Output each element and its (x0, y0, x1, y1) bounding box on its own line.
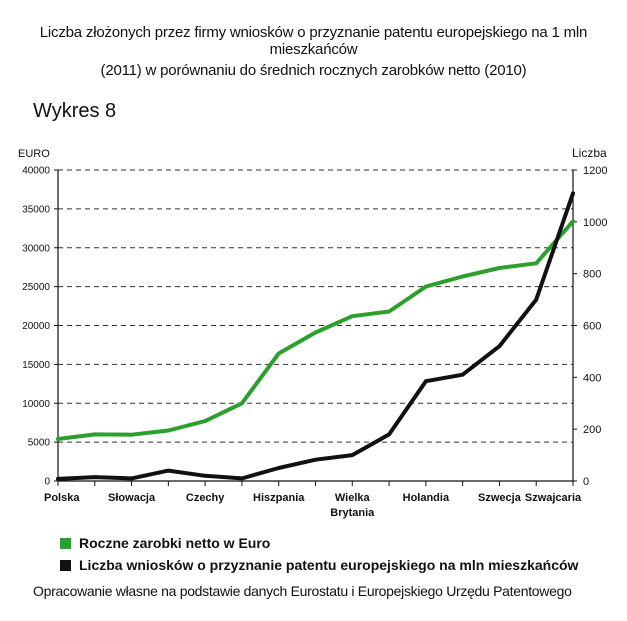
left-tick-label: 40000 (22, 166, 50, 177)
data-point-earnings (92, 432, 97, 437)
series-line-earnings (56, 219, 575, 441)
data-point-earnings (534, 261, 539, 266)
source-note: Opracowanie własne na podstawie danych E… (33, 583, 572, 599)
right-tick-label: 800 (583, 269, 601, 281)
data-point-earnings (240, 401, 244, 406)
left-tick-label: 35000 (22, 204, 50, 215)
right-tick-label: 600 (583, 321, 601, 333)
x-tick-label: Wielka (335, 492, 371, 504)
data-point-patents (92, 475, 97, 479)
data-point-patents (424, 379, 428, 384)
x-tick-label: Brytania (330, 507, 375, 519)
data-point-earnings (313, 330, 318, 335)
left-tick-label: 20000 (22, 321, 50, 332)
data-point-earnings (129, 432, 134, 437)
data-point-patents (350, 453, 355, 457)
x-tick-label: Szwajcaria (525, 492, 582, 504)
data-point-patents (166, 468, 171, 473)
right-tick-label: 1200 (583, 165, 607, 177)
x-tick-label: Czechy (186, 492, 225, 504)
legend-label-patents: Liczba wniosków o przyznanie patentu eur… (79, 557, 579, 573)
data-point-patents (460, 372, 465, 377)
x-tick-label: Polska (44, 492, 80, 504)
right-tick-label: 400 (583, 372, 601, 384)
x-tick-label: Słowacja (108, 492, 156, 504)
data-point-patents (571, 191, 575, 196)
data-point-patents (313, 457, 318, 462)
data-point-earnings (387, 309, 391, 314)
data-point-earnings (460, 274, 465, 279)
data-point-patents (497, 344, 502, 349)
data-point-earnings (166, 428, 171, 433)
data-point-earnings (56, 437, 60, 441)
left-tick-label: 30000 (22, 243, 50, 254)
data-point-patents (240, 476, 244, 481)
legend-item-patents: Liczba wniosków o przyznanie patentu eur… (60, 557, 578, 573)
data-point-patents (276, 466, 281, 470)
data-point-earnings (497, 266, 502, 270)
left-tick-label: 15000 (22, 360, 50, 371)
left-axis-title: EURO (18, 148, 50, 160)
data-point-patents (129, 476, 134, 481)
chart-subtitle: Wykres 8 (33, 100, 117, 122)
legend-item-earnings: Roczne zarobki netto w Euro (60, 535, 270, 551)
right-tick-label: 0 (583, 476, 589, 488)
x-tick-label: Szwecja (478, 492, 522, 504)
chart-title-line-2: (2011) w porównaniu do średnich rocznych… (100, 62, 527, 79)
right-axis-title: Liczba (572, 146, 607, 160)
right-tick-label: 200 (583, 424, 601, 436)
data-point-patents (203, 474, 207, 478)
left-tick-label: 10000 (22, 399, 50, 410)
data-point-earnings (203, 419, 207, 423)
left-tick-label: 0 (44, 477, 50, 488)
x-tick-label: Hiszpania (253, 492, 305, 504)
data-point-patents (56, 477, 60, 481)
data-point-patents (534, 297, 539, 302)
data-point-earnings (571, 219, 575, 224)
data-point-patents (387, 432, 391, 437)
data-point-earnings (424, 284, 428, 289)
chart-title-line-1: Liczba złożonych przez firmy wniosków o … (39, 24, 588, 58)
right-tick-label: 1000 (583, 217, 607, 229)
legend-label-earnings: Roczne zarobki netto w Euro (79, 535, 271, 551)
legend-swatch-green (60, 537, 71, 549)
data-point-earnings (276, 351, 281, 356)
x-tick-label: Holandia (403, 492, 450, 504)
data-point-earnings (350, 314, 355, 318)
left-tick-label: 5000 (28, 438, 51, 449)
legend-swatch-black (60, 559, 71, 571)
left-tick-label: 25000 (22, 282, 50, 293)
